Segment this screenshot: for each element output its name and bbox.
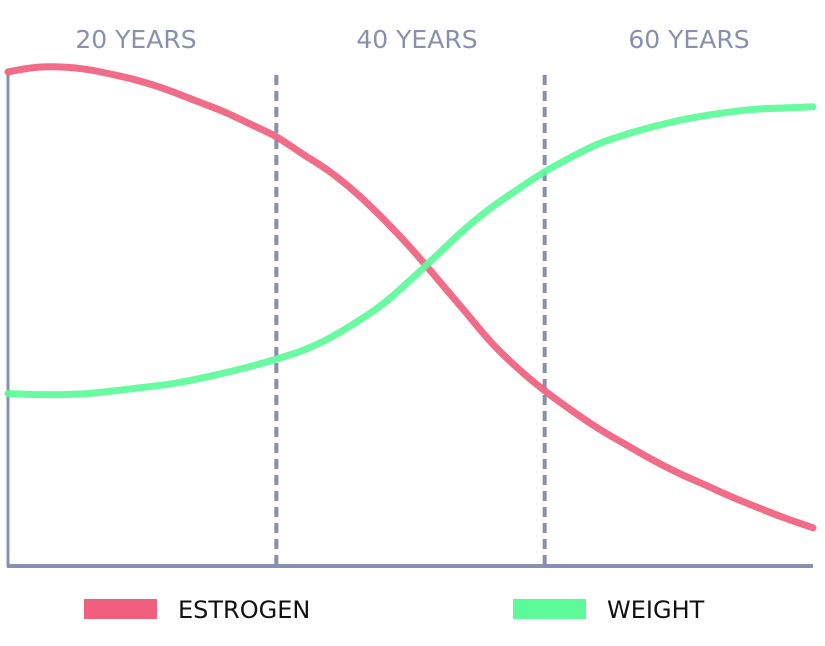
legend-swatch-estrogen bbox=[84, 599, 157, 619]
legend-swatch-weight bbox=[513, 599, 586, 619]
series-layer bbox=[4, 63, 817, 532]
period-labels: 20 YEARS 40 YEARS 60 YEARS bbox=[75, 25, 749, 54]
period-label-2: 40 YEARS bbox=[356, 25, 477, 54]
legend-label-estrogen: ESTROGEN bbox=[178, 596, 310, 624]
period-label-3: 60 YEARS bbox=[628, 25, 749, 54]
legend: ESTROGEN WEIGHT bbox=[84, 596, 705, 624]
period-label-1: 20 YEARS bbox=[75, 25, 196, 54]
period-dividers bbox=[274, 75, 547, 566]
series-line-weight bbox=[4, 103, 817, 399]
legend-label-weight: WEIGHT bbox=[607, 596, 705, 624]
series-line-estrogen bbox=[4, 63, 817, 532]
